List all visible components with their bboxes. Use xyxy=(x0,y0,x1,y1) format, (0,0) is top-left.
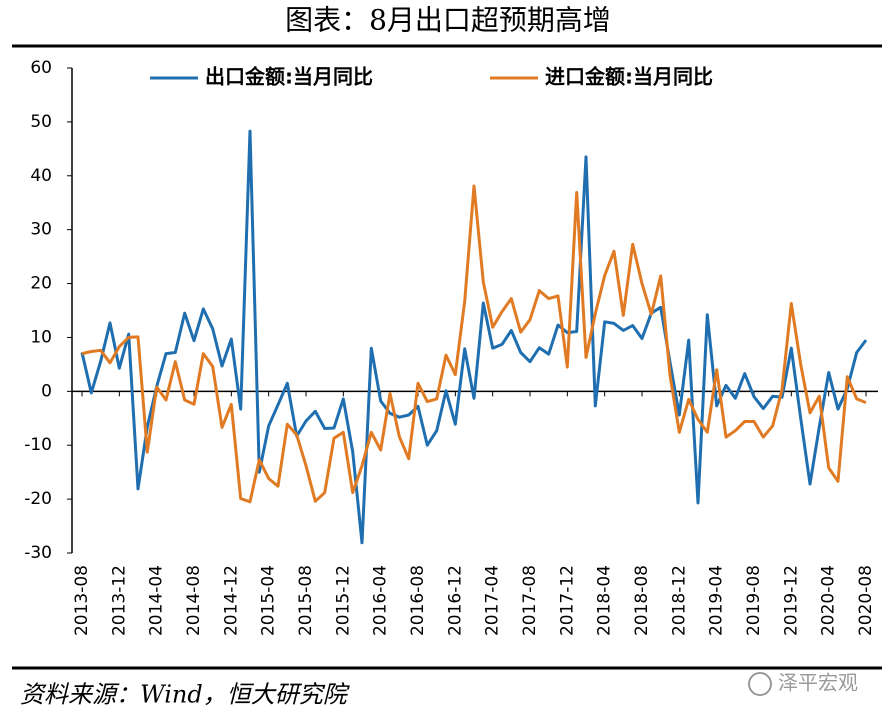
x-tick-label: 2016-12 xyxy=(445,565,465,636)
x-tick-label: 2020-08 xyxy=(856,565,876,636)
x-tick-label: 2016-04 xyxy=(371,565,391,636)
watermark-icon xyxy=(748,672,772,696)
y-tick-label: 50 xyxy=(30,112,52,132)
legend-label: 进口金额:当月同比 xyxy=(545,65,713,89)
y-tick-label: 20 xyxy=(30,274,52,294)
y-tick-label: -20 xyxy=(24,489,52,509)
chart-title: 图表：8月出口超预期高增 xyxy=(285,4,611,37)
y-tick-label: 40 xyxy=(30,166,52,186)
y-tick-label: 30 xyxy=(30,220,52,240)
x-tick-label: 2017-08 xyxy=(520,565,540,636)
legend-label: 出口金额:当月同比 xyxy=(205,65,373,89)
x-tick-label: 2013-12 xyxy=(109,565,129,636)
x-tick-label: 2019-04 xyxy=(707,565,727,636)
x-tick-label: 2020-04 xyxy=(819,565,839,636)
x-tick-label: 2014-12 xyxy=(221,565,241,636)
y-tick-label: -10 xyxy=(24,435,52,455)
series-line xyxy=(81,184,867,504)
y-tick-label: 0 xyxy=(41,381,52,401)
x-tick-label: 2018-08 xyxy=(632,565,652,636)
x-tick-label: 2018-12 xyxy=(669,565,689,636)
watermark: 泽平宏观 xyxy=(778,671,858,695)
series-line xyxy=(80,129,868,545)
x-tick-label: 2015-04 xyxy=(259,565,279,636)
x-tick-label: 2019-12 xyxy=(781,565,801,636)
x-tick-label: 2015-08 xyxy=(296,565,316,636)
x-tick-label: 2013-08 xyxy=(72,565,92,636)
y-tick-label: 10 xyxy=(30,327,52,347)
x-tick-label: 2016-08 xyxy=(408,565,428,636)
y-tick-label: 60 xyxy=(30,58,52,78)
x-tick-label: 2018-04 xyxy=(595,565,615,636)
x-tick-label: 2014-04 xyxy=(147,565,167,636)
x-tick-label: 2015-12 xyxy=(333,565,353,636)
source-note: 资料来源：Wind，恒大研究院 xyxy=(20,681,351,709)
y-tick-label: -30 xyxy=(24,543,52,563)
x-tick-label: 2014-08 xyxy=(184,565,204,636)
x-tick-label: 2017-12 xyxy=(557,565,577,636)
x-tick-label: 2017-04 xyxy=(483,565,503,636)
x-tick-label: 2019-08 xyxy=(744,565,764,636)
